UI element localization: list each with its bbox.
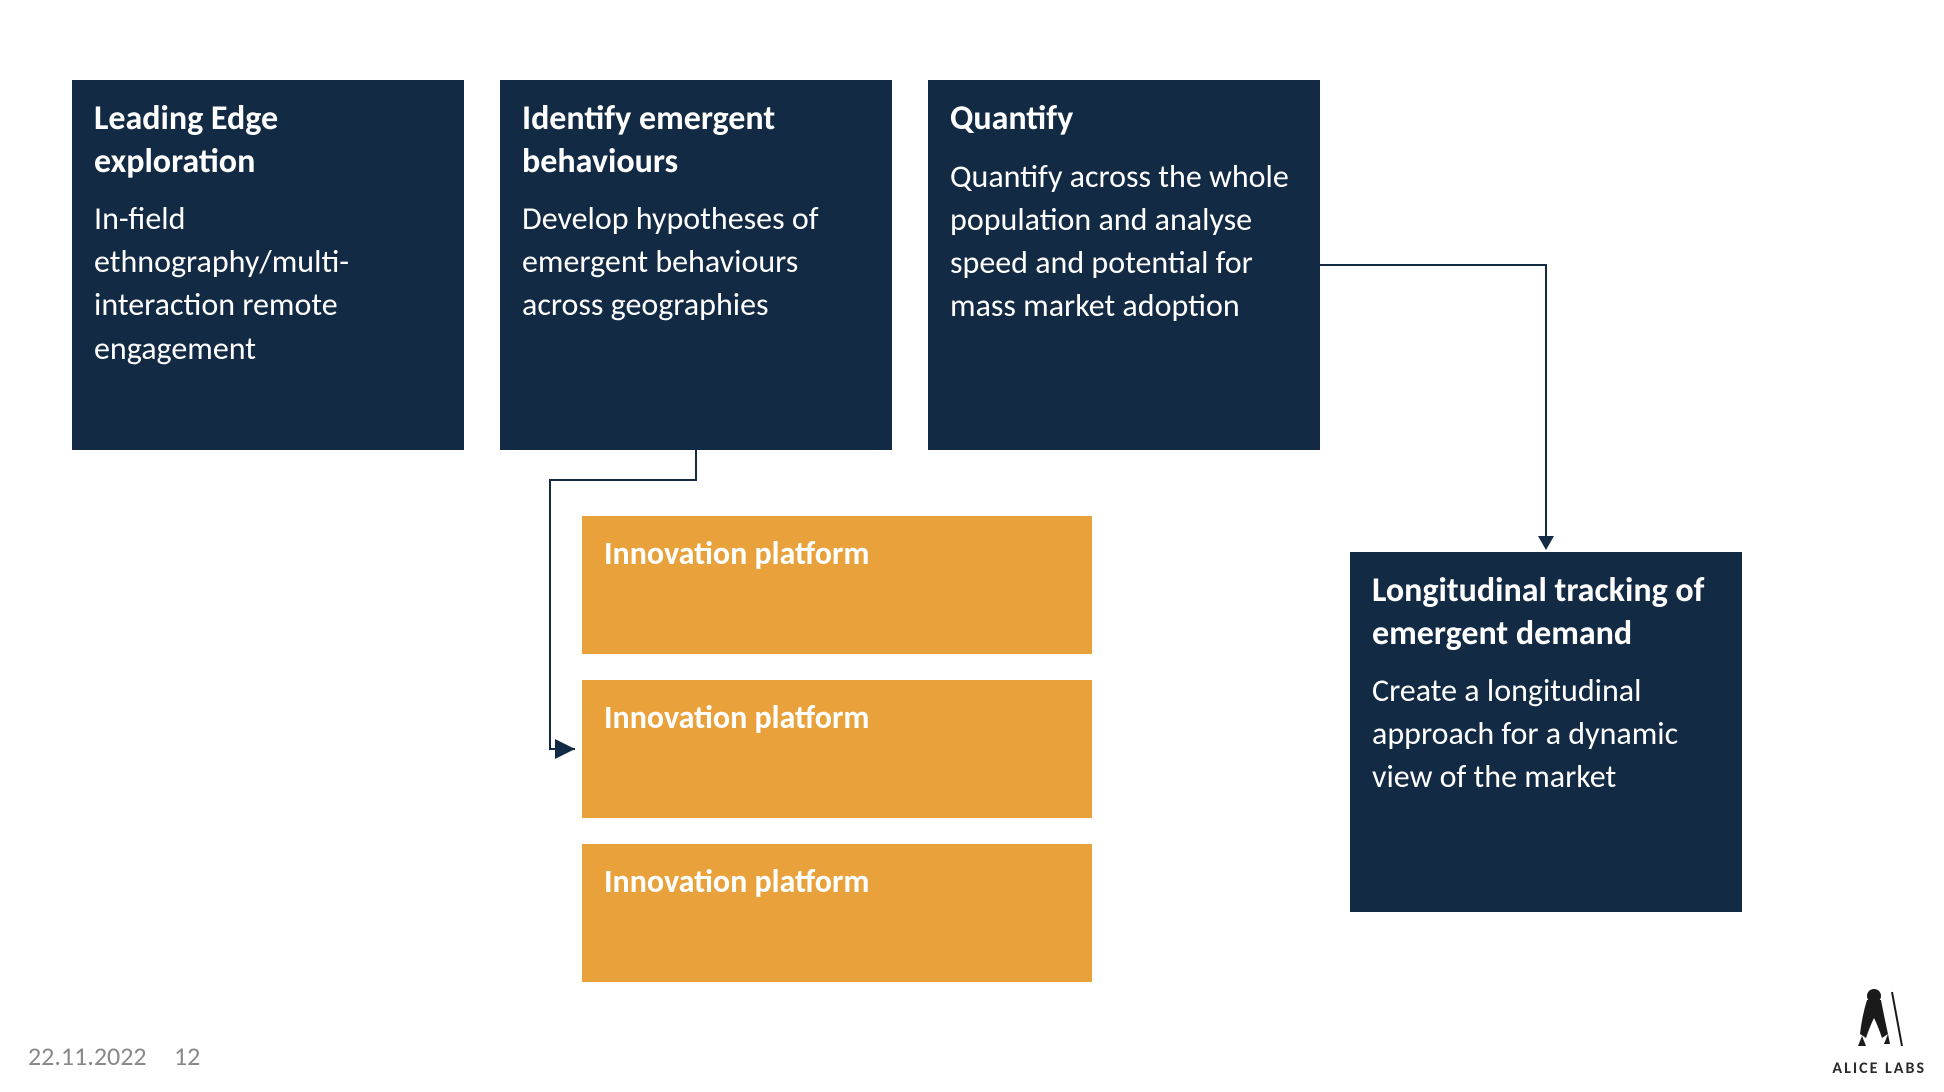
logo-label: ALICE LABS bbox=[1832, 1059, 1926, 1078]
box-title: Longitudinal tracking of emergent demand bbox=[1372, 570, 1720, 655]
box-body: Create a longitudinal approach for a dyn… bbox=[1372, 669, 1720, 799]
alice-silhouette-icon bbox=[1844, 986, 1914, 1052]
box-title: Identify emergent behaviours bbox=[522, 98, 870, 183]
box-longitudinal: Longitudinal tracking of emergent demand… bbox=[1350, 552, 1742, 912]
box-quantify: Quantify Quantify across the whole popul… bbox=[928, 80, 1320, 450]
box-title: Innovation platform bbox=[604, 698, 1070, 738]
box-title: Leading Edge exploration bbox=[94, 98, 442, 183]
box-title: Innovation platform bbox=[604, 862, 1070, 902]
box-body: In-field ethnography/multi-interaction r… bbox=[94, 197, 442, 370]
box-title: Quantify bbox=[950, 98, 1298, 141]
box-body: Quantify across the whole population and… bbox=[950, 155, 1298, 328]
box-body: Develop hypotheses of emergent behaviour… bbox=[522, 197, 870, 327]
box-platform-2: Innovation platform bbox=[582, 680, 1092, 818]
footer-date: 22.11.2022 bbox=[28, 1040, 147, 1072]
footer-page: 12 bbox=[174, 1040, 200, 1072]
box-title: Innovation platform bbox=[604, 534, 1070, 574]
box-platform-1: Innovation platform bbox=[582, 516, 1092, 654]
box-identify: Identify emergent behaviours Develop hyp… bbox=[500, 80, 892, 450]
logo-alice-labs: ALICE LABS bbox=[1832, 986, 1926, 1078]
box-platform-3: Innovation platform bbox=[582, 844, 1092, 982]
box-leading-edge: Leading Edge exploration In-field ethnog… bbox=[72, 80, 464, 450]
